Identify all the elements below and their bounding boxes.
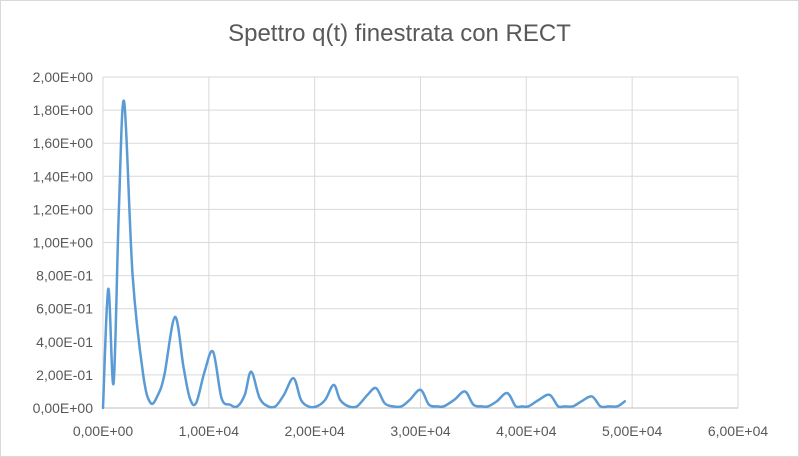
x-tick-label: 1,00E+04 (179, 423, 240, 439)
grid-lines (103, 76, 739, 408)
x-tick-label: 3,00E+04 (390, 423, 451, 439)
y-tick-label: 6,00E-01 (36, 301, 93, 317)
x-tick-label: 6,00E+04 (708, 423, 769, 439)
y-tick-label: 2,00E+00 (33, 69, 94, 85)
x-tick-label: 5,00E+04 (602, 423, 663, 439)
chart-title: Spettro q(t) finestrata con RECT (228, 20, 571, 47)
series-line (101, 99, 627, 410)
y-tick-label: 1,60E+00 (33, 135, 94, 151)
y-tick-label: 8,00E-01 (36, 268, 93, 284)
y-tick-label: 1,80E+00 (33, 102, 94, 118)
y-tick-label: 1,00E+00 (33, 235, 94, 251)
y-tick-label: 1,40E+00 (33, 168, 94, 184)
x-tick-label: 2,00E+04 (284, 423, 345, 439)
y-tick-label: 4,00E-01 (36, 334, 93, 350)
x-tick-label: 0,00E+00 (73, 423, 134, 439)
series-group (101, 99, 627, 410)
axes (102, 77, 738, 409)
y-tick-label: 2,00E-01 (36, 367, 93, 383)
x-tick-label: 4,00E+04 (496, 423, 557, 439)
tick-labels: 0,00E+00 2,00E-01 4,00E-01 6,00E-01 8,00E-01… (33, 69, 769, 439)
y-tick-label: 0,00E+00 (33, 400, 94, 416)
y-tick-label: 1,20E+00 (33, 201, 94, 217)
